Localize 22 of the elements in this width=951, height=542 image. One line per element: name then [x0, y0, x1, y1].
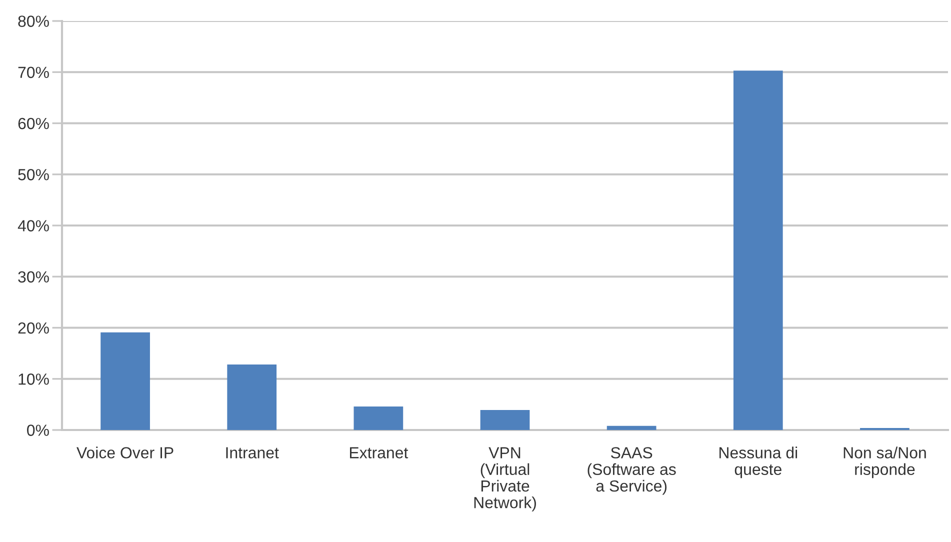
bar [733, 70, 783, 430]
bar [100, 332, 150, 430]
x-tick-label: SAAS (Software as a Service) [588, 447, 676, 495]
x-tick-label: Extranet [350, 447, 408, 458]
y-tick-label: 20% [18, 322, 49, 334]
x-tick-label: Non sa/Non risponde [844, 446, 926, 478]
x-tick-label: Nessuna di queste [720, 446, 798, 478]
y-tick-label: 10% [18, 374, 49, 385]
bar [354, 406, 404, 430]
x-tick-label: Voice Over IP [76, 446, 174, 458]
x-tick-label: Intranet [226, 447, 279, 458]
y-tick-label: 0% [27, 424, 49, 436]
y-tick-label: 60% [18, 118, 49, 130]
y-tick-label: 80% [18, 16, 49, 27]
x-tick-label: VPN (Virtual Private Network) [474, 447, 536, 512]
y-tick-label: 40% [18, 220, 49, 232]
bar [606, 426, 656, 430]
bar [227, 364, 277, 430]
bar [480, 410, 530, 430]
y-tick-label: 50% [18, 169, 49, 180]
y-tick-label: 70% [18, 66, 49, 78]
y-tick-label: 30% [18, 271, 49, 283]
